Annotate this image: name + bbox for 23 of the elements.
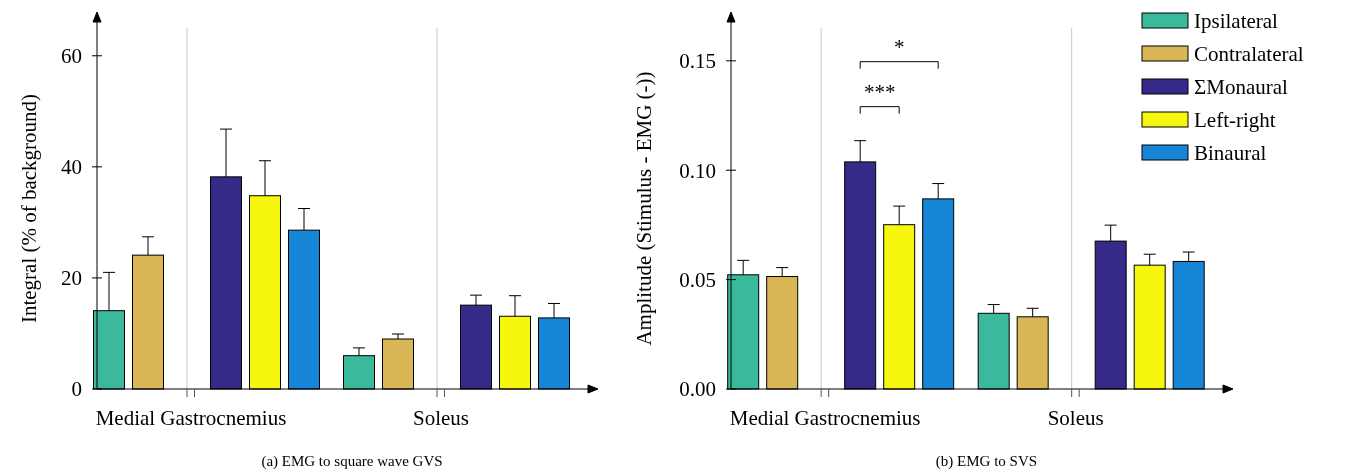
y-axis-title: Amplitude (Stimulus - EMG (-)) xyxy=(632,71,656,346)
y-tick-label: 0.10 xyxy=(679,158,716,183)
annotation: * xyxy=(893,34,905,59)
y-tick-label: 0.15 xyxy=(679,49,716,74)
y-tick-label: 20 xyxy=(61,266,82,291)
x-tick-label: Medial Gastrocnemius xyxy=(95,406,287,430)
legend-label: Ipsilateral xyxy=(1194,8,1279,33)
y-tick-label: 0.05 xyxy=(679,267,716,292)
legend-label: ΣMonaural xyxy=(1194,74,1289,99)
y-tick-label: 0 xyxy=(71,377,82,402)
legend-label: Left-right xyxy=(1194,107,1276,132)
legend-label: Binaural xyxy=(1194,140,1267,165)
legend-label: Contralateral xyxy=(1194,41,1304,66)
x-tick-label: Medial Gastrocnemius xyxy=(729,406,921,430)
x-tick-label: Soleus xyxy=(412,406,470,430)
y-axis-title: Integral (% of background) xyxy=(17,93,41,324)
x-tick-label: Soleus xyxy=(1047,406,1104,430)
text: (a) EMG to square wave GVS xyxy=(261,453,443,470)
y-tick-label: 60 xyxy=(61,44,82,69)
y-tick-label: 0.00 xyxy=(679,377,716,402)
y-tick-label: 40 xyxy=(61,155,82,180)
text: (b) EMG to SVS xyxy=(935,453,1038,470)
annotation: *** xyxy=(863,79,896,104)
